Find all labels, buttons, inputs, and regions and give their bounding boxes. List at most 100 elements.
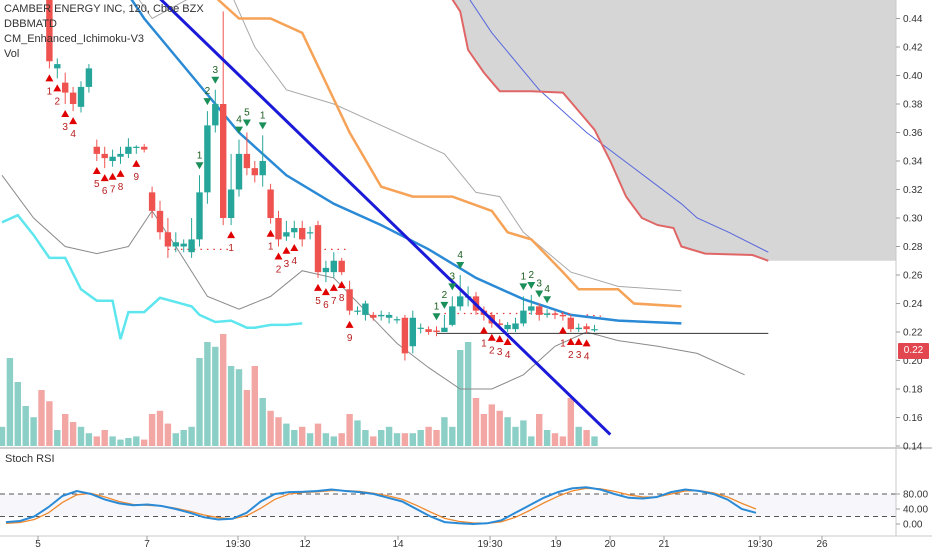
resistance-dots xyxy=(586,314,603,317)
setup-count-label: 3 xyxy=(536,279,542,290)
time-tick-label: 19:30 xyxy=(747,539,772,550)
sell-setup-arrow xyxy=(448,283,457,291)
candle-body xyxy=(243,153,251,169)
volume-bar xyxy=(196,358,203,446)
candle-body xyxy=(141,146,148,150)
price-tick-label: 0.36 xyxy=(903,128,923,139)
candle-body xyxy=(227,189,235,218)
candle-body xyxy=(591,329,598,331)
candle-body xyxy=(164,232,172,247)
setup-count-label: 2 xyxy=(205,86,211,97)
setup-count-label: 4 xyxy=(457,250,463,261)
volume-bar xyxy=(148,414,156,446)
volume-bar xyxy=(559,436,567,446)
setup-count-label: 2 xyxy=(568,350,574,361)
buy-setup-arrow xyxy=(290,243,299,251)
volume-bar xyxy=(133,436,140,446)
buy-setup-arrow xyxy=(314,283,322,291)
volume-bar xyxy=(354,420,361,446)
setup-count-label: 9 xyxy=(134,172,140,183)
time-tick-label: 20 xyxy=(604,539,616,550)
volume-bar xyxy=(125,438,132,446)
candle-body xyxy=(457,296,464,307)
sell-setup-arrow xyxy=(258,122,267,130)
setup-count-label: 2 xyxy=(276,265,282,276)
volume-bar xyxy=(567,398,574,446)
candle-body xyxy=(85,68,93,87)
volume-bar xyxy=(393,433,401,446)
candle-body xyxy=(156,210,164,233)
setup-count-label: 1 xyxy=(481,339,487,350)
volume-bar xyxy=(409,433,416,446)
candle-body xyxy=(322,267,330,273)
candle-body xyxy=(543,313,551,315)
volume-bar xyxy=(30,417,37,446)
candle-body xyxy=(551,313,559,315)
buy-setup-arrow xyxy=(282,246,291,254)
candle-body xyxy=(338,260,345,273)
setup-count-label: 1 xyxy=(521,271,527,282)
price-tick-label: 0.24 xyxy=(903,299,923,310)
sell-setup-arrow xyxy=(456,262,465,269)
sell-setup-arrow xyxy=(527,281,536,289)
candle-body xyxy=(306,232,314,234)
candle-body xyxy=(117,153,124,157)
candle-body xyxy=(283,232,290,237)
candle-body xyxy=(291,227,298,233)
setup-count-label: 1 xyxy=(47,86,53,97)
volume-bar xyxy=(22,406,29,446)
candle-body xyxy=(267,189,274,218)
price-tick-label: 0.22 xyxy=(903,328,923,339)
volume-bar xyxy=(299,426,306,446)
price-tick-label: 0.28 xyxy=(903,242,923,253)
volume-bar xyxy=(417,430,424,446)
volume-bar xyxy=(512,426,519,446)
time-tick-label: 7 xyxy=(144,539,150,550)
candle-body xyxy=(512,323,519,330)
sell-setup-arrow xyxy=(235,126,243,134)
volume-bar xyxy=(109,436,116,446)
volume-bar xyxy=(6,358,14,446)
candle-body xyxy=(101,153,108,159)
candle-body xyxy=(196,192,203,240)
buy-setup-arrow xyxy=(45,74,54,82)
buy-setup-arrow xyxy=(566,338,575,345)
sell-setup-arrow xyxy=(519,283,528,291)
setup-count-label: 5 xyxy=(244,108,250,119)
candle-body xyxy=(559,314,567,317)
buy-setup-arrow xyxy=(116,169,125,177)
candle-body xyxy=(409,317,416,347)
setup-count-label: 1 xyxy=(197,150,203,161)
buy-setup-arrow xyxy=(108,172,117,180)
volume-bar xyxy=(243,390,251,446)
volume-bar xyxy=(69,422,77,446)
buy-setup-arrow xyxy=(495,335,504,343)
volume-bar xyxy=(378,430,385,446)
candle-body xyxy=(220,104,227,218)
volume-bar xyxy=(0,426,6,446)
buy-setup-arrow xyxy=(503,338,512,345)
stoch-band xyxy=(0,494,896,517)
buy-setup-arrow xyxy=(274,252,283,260)
setup-count-label: 8 xyxy=(339,293,345,304)
buy-setup-arrow xyxy=(329,283,338,291)
lagging-span-line xyxy=(1,213,303,340)
candle-body xyxy=(330,260,337,273)
volume-bar xyxy=(204,342,211,446)
time-tick-label: 19:30 xyxy=(477,539,502,550)
stoch-tick-label: 40.00 xyxy=(903,505,928,516)
stoch-tick-label: 80.00 xyxy=(903,490,928,501)
volume-bar xyxy=(117,439,124,446)
setup-count-label: 7 xyxy=(110,185,116,196)
volume-bar xyxy=(227,366,235,446)
volume-bar xyxy=(62,414,69,446)
candle-body xyxy=(172,242,179,247)
setup-count-label: 5 xyxy=(94,179,100,190)
buy-setup-arrow xyxy=(558,326,567,334)
trendline xyxy=(159,0,612,436)
volume-bar xyxy=(591,436,598,446)
volume-bar xyxy=(551,433,559,446)
setup-count-label: 6 xyxy=(102,186,108,197)
volume-bar xyxy=(488,404,495,446)
